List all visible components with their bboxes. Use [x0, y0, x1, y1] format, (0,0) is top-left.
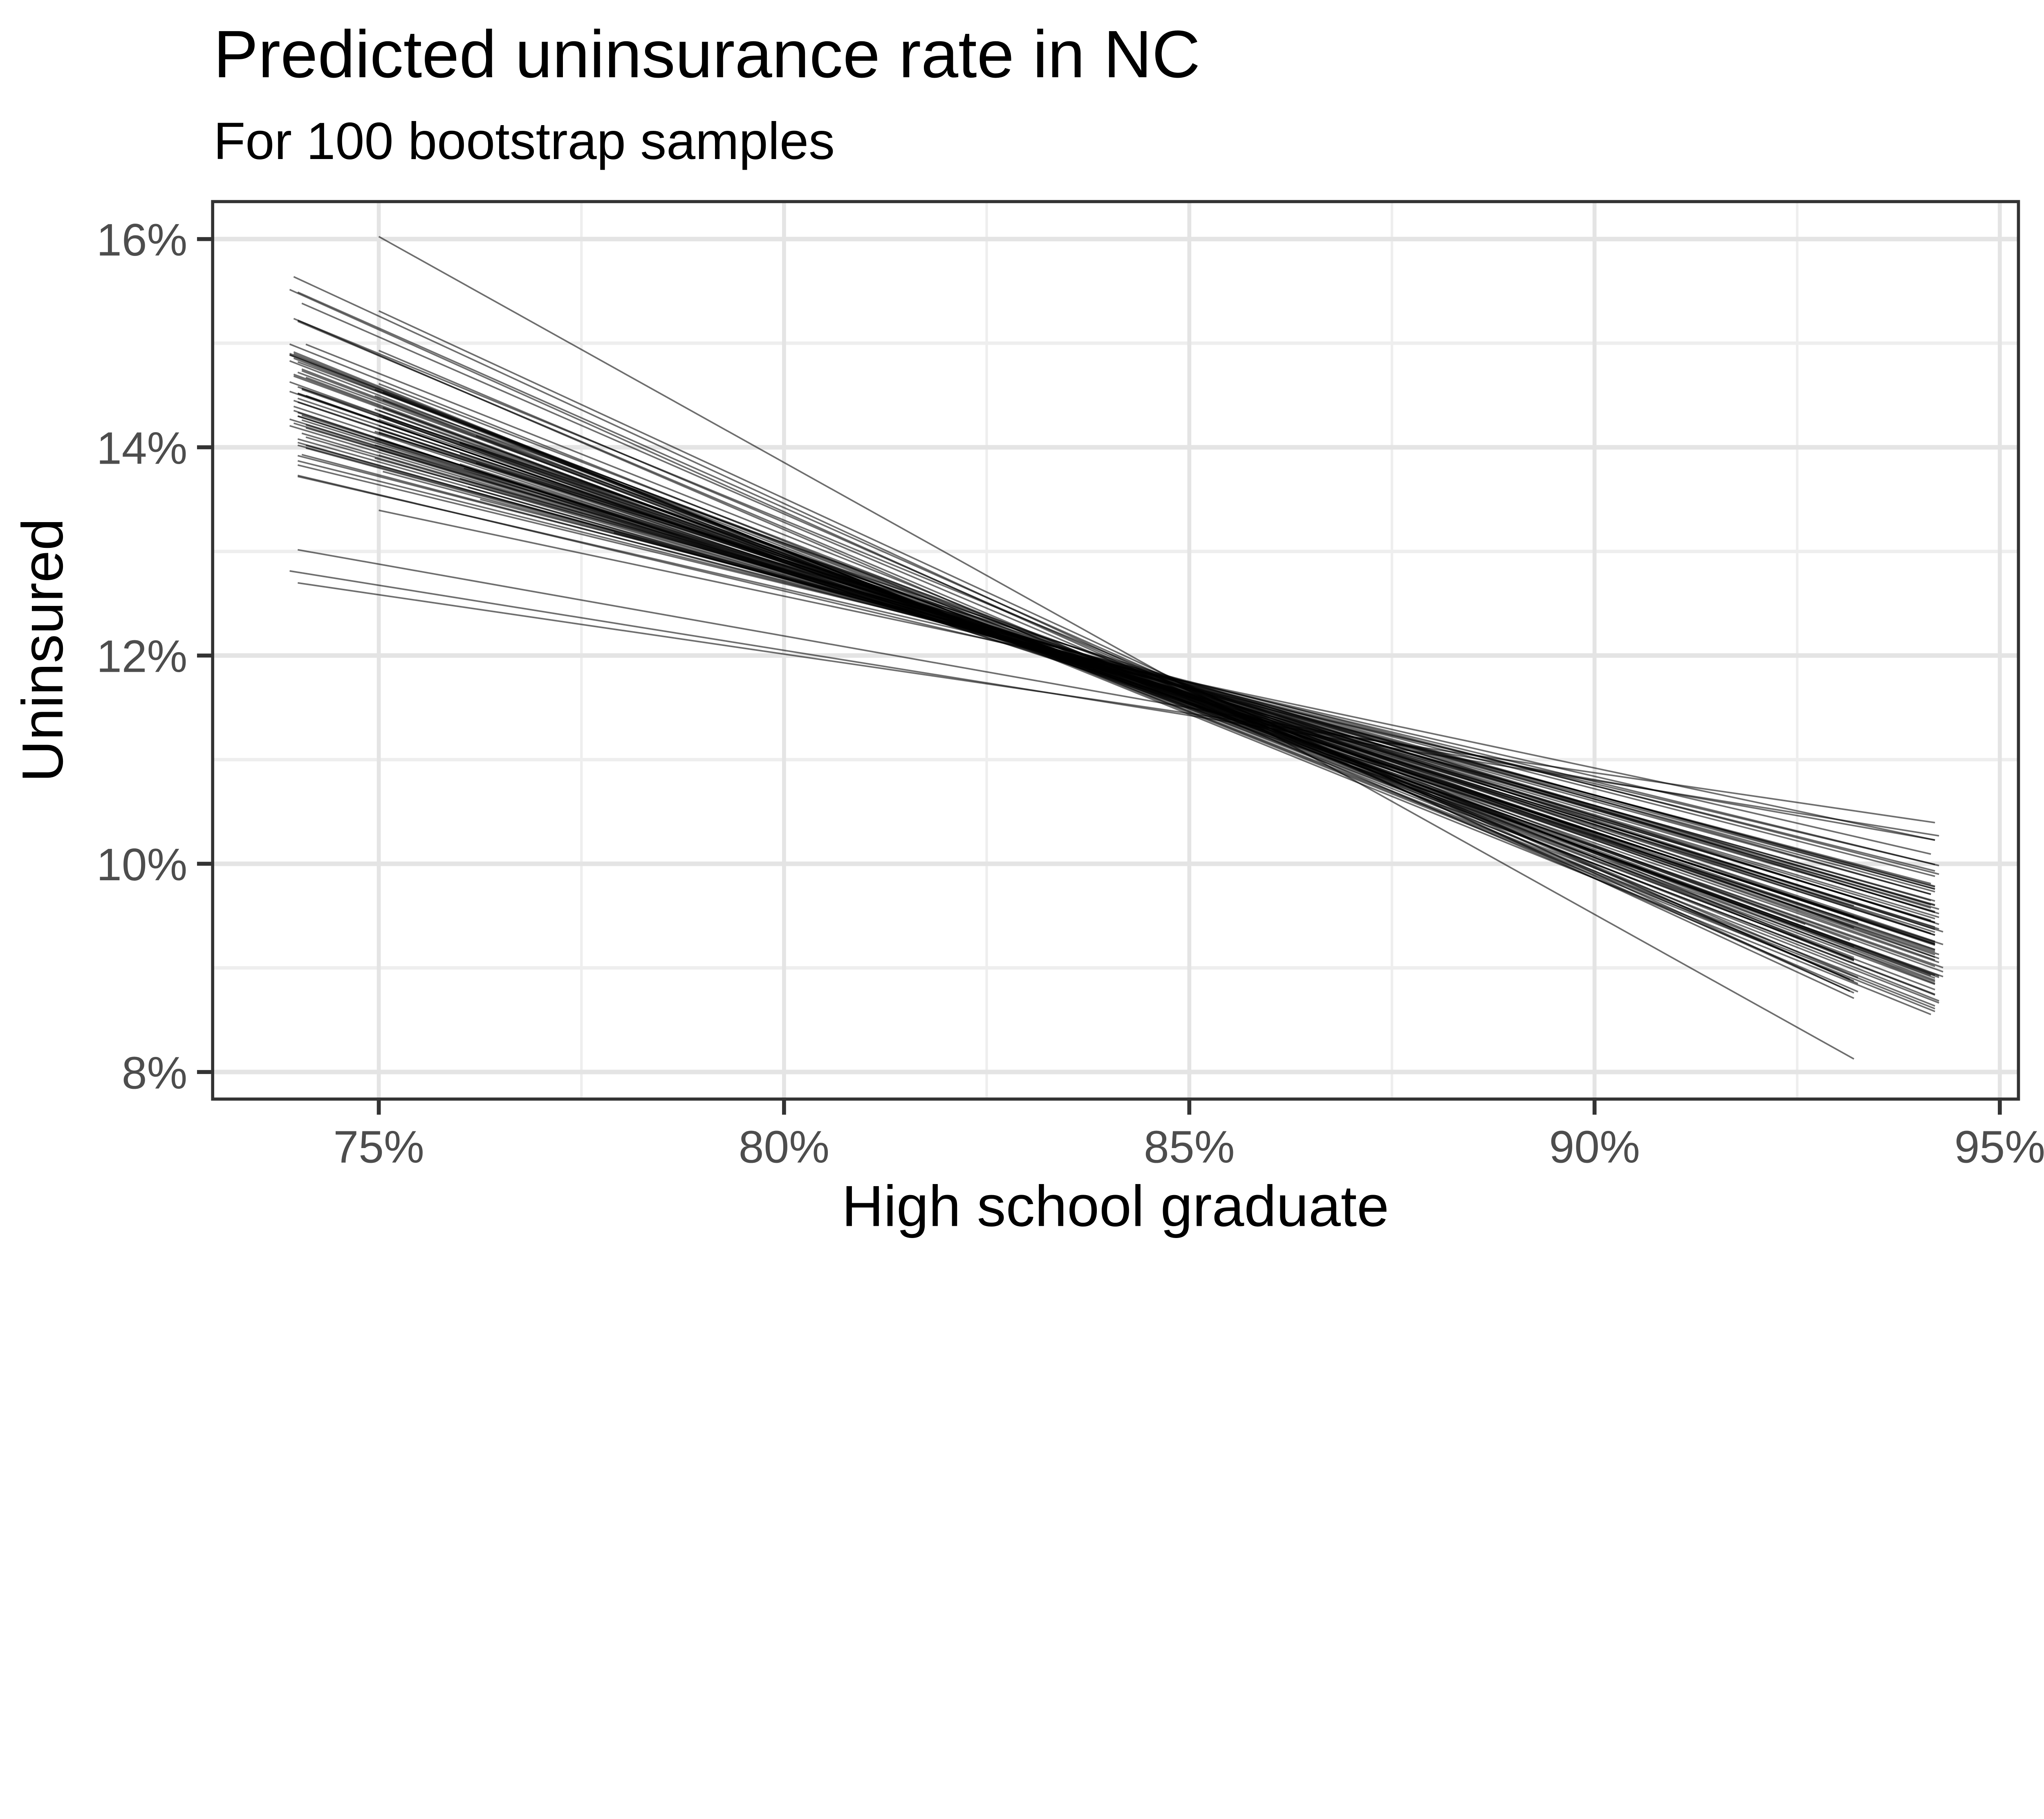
bootstrap-lines-chart: 8% 10% 12% 14% 16% 75% 80% 85% 90% 95% Predicted … [11, 17, 2044, 1239]
bootstrap-line [374, 457, 1935, 890]
grid-minor-lines [213, 202, 2019, 1099]
chart-subtitle: For 100 bootstrap samples [213, 112, 835, 170]
bootstrap-line [614, 532, 1935, 890]
x-tick-label: 75% [333, 1121, 424, 1173]
bootstrap-line [475, 462, 1935, 936]
y-tick-label: 8% [122, 1047, 188, 1098]
bootstrap-line [459, 478, 1931, 895]
y-tick-label: 10% [96, 839, 187, 890]
bootstrap-regression-lines [289, 236, 1943, 1060]
y-tick-label: 14% [96, 422, 187, 473]
y-tick-label: 12% [96, 631, 187, 682]
x-tick-label: 80% [739, 1121, 829, 1173]
bootstrap-line [459, 442, 1935, 956]
y-axis-title: Uninsured [11, 518, 75, 782]
x-tick-label: 95% [1954, 1121, 2044, 1173]
bootstrap-line [297, 291, 1858, 985]
bootstrap-line [289, 289, 1854, 994]
chart-figure: 8% 10% 12% 14% 16% 75% 80% 85% 90% 95% Predicted … [10, 16, 2044, 1239]
bootstrap-line [298, 582, 1935, 823]
x-axis-title: High school graduate [842, 1174, 1389, 1239]
axis-ticks [197, 237, 2002, 1115]
bootstrap-line [378, 310, 1850, 992]
y-tick-label: 16% [96, 214, 187, 265]
bootstrap-line [382, 407, 1939, 978]
x-tick-label: 85% [1144, 1121, 1235, 1173]
bootstrap-line [379, 509, 1935, 841]
grid-major-lines [213, 202, 2019, 1099]
x-tick-label: 90% [1549, 1121, 1640, 1173]
panel-border [211, 200, 2020, 1101]
panel-border-rect [211, 200, 2020, 1101]
axis-tick-labels: 8% 10% 12% 14% 16% 75% 80% 85% 90% 95% [96, 214, 2044, 1173]
bootstrap-line [301, 303, 1850, 980]
bootstrap-line [459, 463, 1935, 924]
bootstrap-line [289, 570, 1939, 837]
bootstrap-line [297, 371, 1806, 925]
bootstrap-line [378, 236, 1854, 1060]
chart-title: Predicted uninsurance rate in NC [213, 17, 1200, 92]
